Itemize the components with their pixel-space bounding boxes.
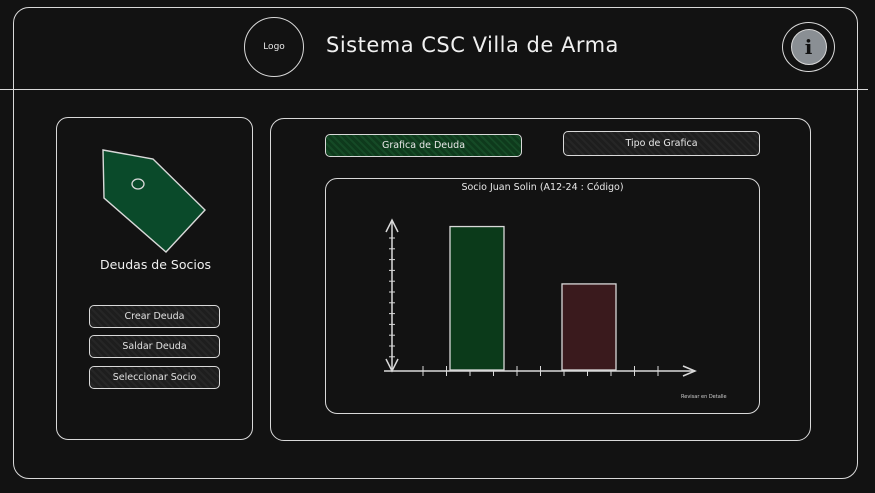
logo-text: Logo [263, 42, 285, 52]
logo: Logo [244, 17, 304, 77]
select-member-button[interactable]: Seleccionar Socio [89, 366, 220, 389]
y-axis-arrow-up [385, 218, 399, 233]
info-button[interactable]: i [782, 22, 835, 72]
settle-debt-button[interactable]: Saldar Deuda [89, 335, 220, 358]
main-panel [270, 118, 811, 441]
chart-type-button[interactable]: Tipo de Grafica [563, 131, 760, 156]
sidebar-title: Deudas de Socios [99, 257, 211, 272]
info-icon: i [790, 29, 827, 65]
sidebar: Deudas de Socios Crear Deuda Saldar Deud… [56, 117, 253, 440]
detail-link[interactable]: Revisar en Detalle [681, 394, 727, 400]
bar [449, 225, 505, 371]
app-frame [13, 7, 858, 479]
create-debt-button[interactable]: Crear Deuda [89, 305, 220, 328]
tag-icon [102, 149, 206, 253]
debt-chart-tab[interactable]: Grafica de Deuda [325, 134, 522, 157]
chart-title: Socio Juan Solin (A12-24 : Código) [461, 182, 624, 193]
header-divider [0, 89, 868, 90]
x-axis-arrow [682, 365, 697, 377]
app-title: Sistema CSC Villa de Arma [326, 33, 619, 57]
chart-panel [325, 178, 760, 414]
bar [561, 283, 617, 371]
